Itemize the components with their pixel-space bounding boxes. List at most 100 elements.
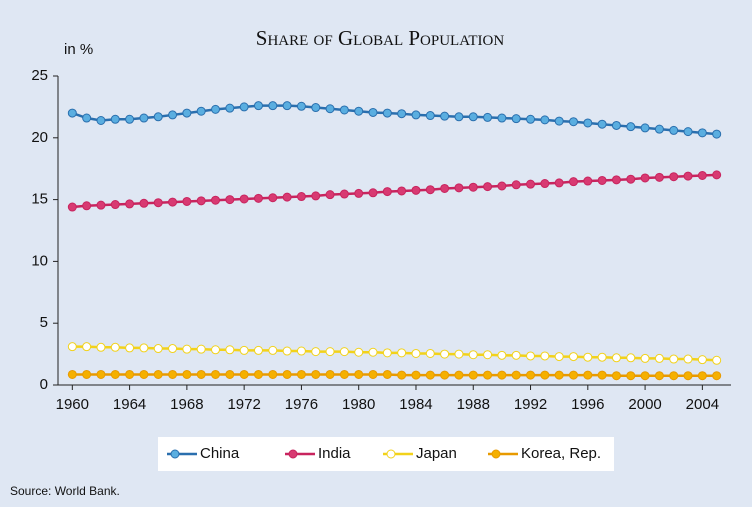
data-point [697,355,707,365]
data-point [654,353,664,363]
data-point [554,116,564,126]
data-point [597,370,607,380]
data-point [654,172,664,182]
data-point [296,101,306,111]
x-tick-label: 1980 [342,396,375,413]
x-tick-label: 1972 [227,396,260,413]
data-point [626,353,636,363]
data-point [125,114,135,124]
data-point [540,179,550,189]
data-point [182,344,192,354]
legend-label: India [318,445,351,462]
source-note: Source: World Bank. [10,484,120,498]
y-axis-label: in % [64,41,93,58]
data-point [368,188,378,198]
series-line [72,373,717,377]
data-point [354,188,364,198]
data-point [82,369,92,379]
data-point [354,347,364,357]
data-point [368,347,378,357]
series-line [72,345,717,362]
data-point [110,114,120,124]
data-point [411,110,421,120]
data-point [139,369,149,379]
data-point [382,348,392,358]
data-point [425,348,435,358]
x-tick-label: 1960 [56,396,89,413]
data-point [182,108,192,118]
data-point [568,352,578,362]
data-point [483,370,493,380]
data-point [712,170,722,180]
data-point [182,369,192,379]
data-point [339,347,349,357]
data-point [110,200,120,210]
data-point [311,191,321,201]
data-point [382,108,392,118]
data-point [67,202,77,212]
data-point [96,369,106,379]
data-point [640,371,650,381]
data-point [182,196,192,206]
data-point [325,104,335,114]
data-point [583,352,593,362]
data-point [611,353,621,363]
data-point [640,123,650,133]
data-point [268,369,278,379]
data-point [239,369,249,379]
x-tick-label: 1984 [399,396,432,413]
data-point [397,109,407,119]
data-point [196,369,206,379]
data-point [282,192,292,202]
data-point [654,124,664,134]
x-tick-label: 1968 [170,396,203,413]
legend-marker [288,449,298,459]
data-point [397,186,407,196]
data-point [253,345,263,355]
data-point [153,344,163,354]
legend-label: Japan [416,445,457,462]
data-point [139,198,149,208]
data-point [67,342,77,352]
data-point [611,371,621,381]
data-point [583,370,593,380]
data-point [526,179,536,189]
data-point [311,347,321,357]
data-point [526,351,536,361]
data-point [554,178,564,188]
series-line [71,104,717,136]
data-point [225,345,235,355]
data-point [110,342,120,352]
data-point [568,177,578,187]
data-point [497,181,507,191]
data-point [325,190,335,200]
data-point [282,346,292,356]
data-point [511,180,521,190]
data-point [339,189,349,199]
data-point [153,369,163,379]
data-point [540,115,550,125]
y-tick-label: 25 [31,67,48,84]
data-point [67,369,77,379]
data-point [96,200,106,210]
data-point [339,369,349,379]
x-tick-label: 2004 [686,396,719,413]
legend-marker [386,449,396,459]
data-point [468,350,478,360]
data-point [411,348,421,358]
data-point [82,113,92,123]
legend-label: China [200,445,240,462]
data-point [440,349,450,359]
data-point [640,173,650,183]
data-point [125,343,135,353]
data-point [296,192,306,202]
data-point [82,201,92,211]
y-tick-label: 10 [31,252,48,269]
data-point [268,193,278,203]
data-point [239,194,249,204]
data-point [82,342,92,352]
data-point [683,354,693,364]
data-point [382,369,392,379]
data-point [597,119,607,129]
data-point [468,370,478,380]
